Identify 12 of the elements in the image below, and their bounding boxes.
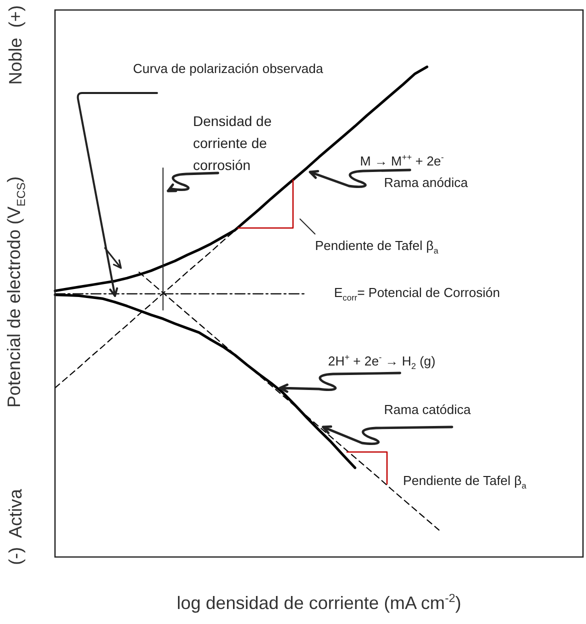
text: (-) Activa: [6, 488, 26, 566]
annotation: E$_{corr}$= Potencial de Corrosión: [334, 285, 500, 305]
annotation: M → M$^{++}$ + 2e$^{-}$: [360, 151, 444, 170]
annotation: Densidad de corriente de corrosión: [193, 112, 273, 175]
annotation: Pendiente de Tafel β$_{a}$: [403, 473, 526, 493]
annotation: Rama catódica: [384, 402, 471, 418]
annotation: Pendiente de Tafel β$_{a}$: [315, 238, 438, 258]
annotation: 2H$^{+}$ + 2e$^{-}$ → H$_{2}$ (g): [328, 351, 436, 373]
annotation: Curva de polarización observada: [133, 61, 324, 77]
x-axis-title: log densidad de corriente (mA cm$^{-2}$): [176, 592, 462, 614]
annotation: Rama anódica: [384, 175, 468, 191]
text: Noble (+): [6, 5, 26, 85]
